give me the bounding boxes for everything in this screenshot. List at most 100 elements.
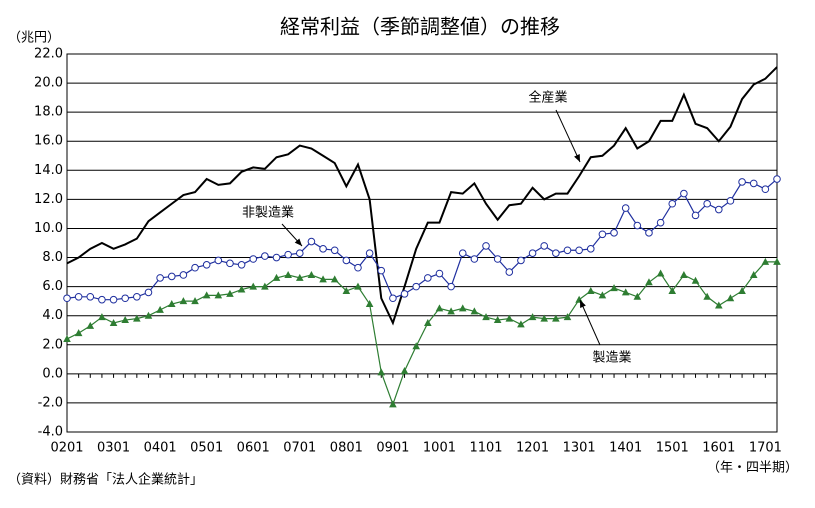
y-tick-label: 14.0 [34,163,63,178]
point-marker [703,199,711,208]
point-marker [121,294,129,303]
point-marker [575,295,583,303]
point-marker [470,307,479,315]
x-tick-label: 0401 [144,441,177,456]
x-tick-label: 1201 [516,441,549,456]
y-tick-label: 4.0 [42,308,63,323]
point-marker [645,229,653,237]
point-marker [656,269,665,277]
label-bg [582,348,642,368]
y-tick-label: 18.0 [34,105,63,120]
point-marker [319,245,327,253]
point-marker [715,205,723,214]
x-tick-label: 0901 [376,441,409,456]
y-tick-label: -2.0 [38,395,63,410]
x-tick-label: 1701 [749,441,782,456]
point-marker [656,218,665,227]
source: （資料）財務省「法人企業統計」 [8,472,203,488]
series-line [66,261,777,407]
y-tick-label: 2.0 [42,337,63,352]
point-marker [179,297,188,305]
point-marker [621,288,630,296]
point-marker [272,273,281,281]
point-marker [144,311,153,319]
point-marker [202,261,211,269]
point-marker [167,272,176,281]
chart-title: 経常利益（季節調整値）の推移 [280,15,560,39]
x-tick-label: 1001 [423,441,456,456]
point-marker [563,246,572,255]
point-marker [458,249,467,257]
point-marker [726,294,735,302]
point-marker [435,304,444,312]
point-marker [680,270,688,278]
point-marker [330,246,339,255]
point-marker [412,342,420,350]
point-marker [400,290,409,298]
point-marker [645,278,653,286]
point-marker [412,282,420,291]
point-marker [749,270,758,278]
point-marker [738,286,746,294]
point-marker [121,316,129,324]
point-marker [365,300,374,308]
x-tick-label: 1601 [702,441,735,456]
point-marker [470,255,479,263]
x-tick-label: 0701 [283,441,316,456]
point-marker [517,256,525,265]
point-marker [482,313,490,321]
series-line [66,178,778,301]
point-marker [773,257,781,265]
point-marker [598,230,607,239]
point-marker [424,274,432,282]
x-tick-label: 0301 [97,441,130,456]
point-marker [389,400,397,408]
point-marker [738,178,746,186]
point-marker [447,282,455,291]
point-marker [133,314,141,322]
point-marker [249,255,258,263]
point-marker [226,259,234,268]
point-marker [191,263,199,272]
x-tick-label: 0201 [50,441,83,456]
point-marker [691,211,700,220]
label-bg [238,203,298,223]
point-marker [237,285,246,293]
point-marker [761,257,770,265]
point-marker [74,329,83,337]
plot-frame [66,53,778,433]
point-marker [505,268,514,276]
point-marker [226,289,234,297]
point-marker [342,286,351,294]
x-tick-label: 1401 [609,441,642,456]
annotation-arrow [579,299,601,346]
series-label: 全産業 [528,90,567,106]
point-marker [389,294,397,303]
point-marker [447,307,455,315]
point-marker [109,295,118,304]
point-marker [400,366,409,374]
point-marker [458,304,467,312]
point-marker [505,314,514,322]
point-marker [715,301,723,309]
point-marker [342,256,351,265]
point-marker [493,316,502,324]
point-marker [552,314,560,322]
point-marker [191,297,199,305]
point-marker [493,255,502,263]
point-marker [354,263,362,272]
point-marker [633,292,642,300]
label-bg [518,88,578,108]
series-label: 非製造業 [242,205,294,221]
point-marker [319,275,327,283]
point-marker [237,261,246,269]
point-marker [109,318,118,326]
point-marker [726,197,735,205]
point-marker [586,245,595,253]
y-tick-label: 16.0 [34,134,63,149]
point-marker [773,175,781,183]
point-marker [295,273,304,281]
point-marker [63,294,71,303]
point-marker [156,274,164,282]
